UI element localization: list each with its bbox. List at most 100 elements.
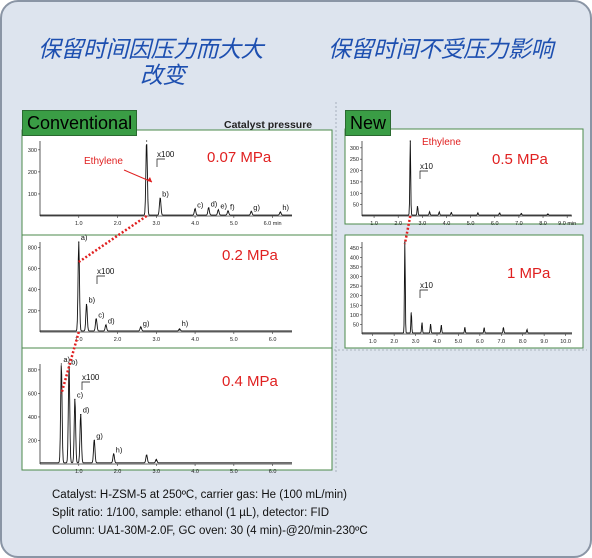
peak-label: d) [108,317,115,326]
chart-panel-conventional-0.2 [21,234,333,349]
pressure-label: 1 MPa [507,265,551,282]
peak-label: e) [220,201,227,210]
pressure-label: 0.4 MPa [222,373,279,390]
x-tick-label: 4.0 [191,221,199,227]
peak-point [159,197,161,199]
peak-point [217,209,219,212]
y-tick-label: 300 [28,148,37,154]
x-tick-label: 3.0 [152,221,160,227]
peak-label: c) [197,200,204,209]
chromatogram-trace [40,241,292,332]
peak-label: d) [211,199,218,208]
peak-point [410,312,412,314]
x-tick-label: 2.0 [114,469,122,475]
catalyst-pressure-label: Catalyst pressure [224,119,313,131]
x-tick-label: 1.0 [75,337,83,343]
peak-point [93,439,95,442]
chart-panel-new-0.5 [344,128,584,225]
x-tick-label: 6.0 [491,221,499,227]
y-tick-label: 200 [28,170,37,176]
peak-point [95,318,97,320]
x-tick-label: 1.0 [75,221,83,227]
peak-point [250,211,252,213]
peak-label: f) [230,203,235,212]
x-tick-label: 4.0 [443,221,451,227]
x-tick-label: 3.0 [152,469,160,475]
peak-point [80,413,82,416]
x-tick-label: 8.0 [539,221,547,227]
y-tick-label: 300 [350,146,359,152]
chromatogram-trace [40,144,292,216]
peak-point [74,398,76,400]
x-tick-label: 1.0 [369,339,377,345]
y-tick-label: 600 [28,266,37,272]
y-tick-label: 350 [350,265,359,271]
x-tick-label: 7.0 [497,339,505,345]
peak-label: h) [282,203,289,212]
x-tick-label: 8.0 [519,339,527,345]
x-tick-label: 4.0 [433,339,441,345]
chart-panel-new-1 [344,234,584,349]
peak-point [178,329,181,331]
peak-point [438,212,440,214]
y-tick-label: 800 [28,245,37,251]
x-tick-label: 2.0 [114,337,122,343]
x-tick-label: 5.0 [230,469,238,475]
compound-arrow [123,169,153,183]
peak-point [416,206,419,208]
x-tick-label: 5.0 [230,337,238,343]
y-tick-label: 200 [350,294,359,300]
y-tick-label: 250 [350,157,359,163]
x-tick-label: 6.0 [476,339,484,345]
x-tick-label: 2.0 [114,221,122,227]
x-tick-label: 4.0 [191,469,199,475]
peak-point [502,327,505,329]
footer-line2: Split ratio: 1/100, sample: ethanol (1 µ… [52,507,330,519]
pressure-label: 0.2 MPa [222,247,279,264]
peak-label: d) [83,406,90,415]
y-tick-label: 600 [28,391,37,397]
x-tick-label: 2.0 [390,339,398,345]
peak-point [113,453,115,456]
conventional-tag: Conventional [22,110,138,136]
y-tick-label: 100 [28,192,37,198]
x-tick-label: 3.0 [419,221,427,227]
footer-line1: Catalyst: H-ZSM-5 at 250ºC, carrier gas:… [52,489,347,501]
y-tick-label: 150 [350,303,359,309]
peak-point [450,212,452,214]
x-tick-label: 1.0 [370,221,378,227]
peak-point [421,322,423,325]
peak-label: c) [77,390,84,399]
peak-label: c) [98,310,105,319]
chromatogram-trace [40,365,292,464]
peak-label: a) [63,355,70,364]
title-left-line1: 保留时间因压力而大大 [38,37,264,63]
peak-point [429,324,432,326]
zoom-bracket [156,158,165,167]
peak-point [404,241,406,243]
peak-point [483,328,485,330]
compound-arrowhead [147,177,152,182]
peak-point [498,213,501,215]
zoom-bracket [419,170,428,179]
x-tick-label: 7.0 [515,221,523,227]
chromatogram-trace [362,241,572,334]
peak-point [279,212,281,214]
peak-label: b) [71,357,78,366]
zoom-label: x10 [420,281,433,290]
peak-label: h) [116,446,123,455]
peak-point [227,210,229,213]
retention-fixed-link [403,215,412,245]
x-tick-label: 10.0 [560,339,571,345]
y-tick-label: 200 [28,309,37,315]
peak-label: b) [89,295,96,304]
peak-point [146,140,148,142]
peak-label: b) [162,189,169,198]
peak-label: a) [81,233,88,242]
x-tick-label: 3.0 [152,337,160,343]
x-tick-label: 5.0 [455,339,463,345]
zoom-label: x100 [97,267,115,276]
y-tick-label: 50 [353,203,359,209]
title-left-line2: 改变 [140,63,186,89]
peak-label: h) [182,319,189,328]
